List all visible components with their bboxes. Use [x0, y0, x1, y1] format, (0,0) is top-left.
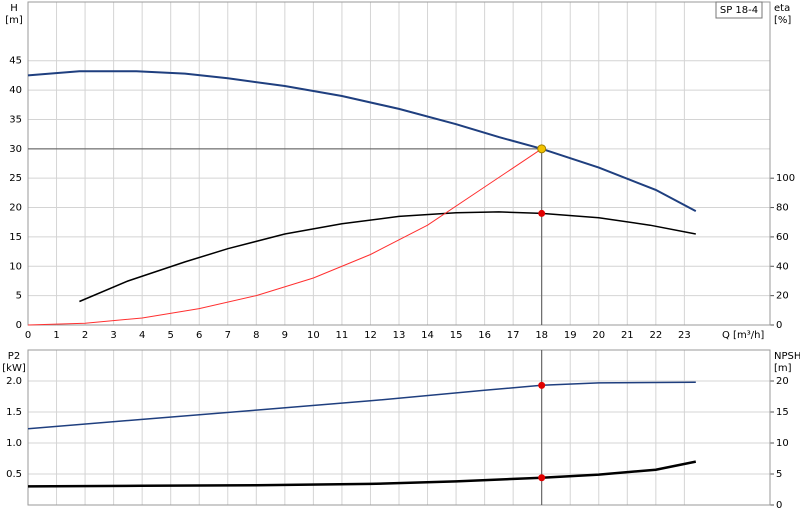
x-tick-label: 20: [592, 330, 605, 341]
y2-axis-unit: [m]: [774, 363, 792, 374]
x-tick-label: 10: [307, 330, 320, 341]
y-axis-label: P2: [8, 351, 20, 362]
plot-frame: [27, 1, 771, 326]
x-tick-label: 13: [393, 330, 406, 341]
operating-point: [538, 381, 546, 389]
x-tick-label: 6: [196, 330, 202, 341]
y2-tick-label: 40: [776, 261, 789, 272]
operating-point: [538, 209, 546, 217]
y-axis-label: H: [10, 3, 18, 14]
x-tick-label: 11: [336, 330, 349, 341]
operating-point: [538, 474, 546, 482]
curve: [79, 211, 696, 303]
x-tick-label: 17: [507, 330, 520, 341]
y2-axis-unit: [%]: [774, 15, 791, 26]
y-tick-label: 45: [9, 56, 22, 67]
x-tick-label: 9: [282, 330, 288, 341]
x-tick-label: 16: [478, 330, 491, 341]
x-tick-label: 22: [649, 330, 662, 341]
y-tick-label: 5: [16, 291, 22, 302]
y2-tick-label: 0: [776, 500, 782, 511]
y2-tick-label: 80: [776, 203, 789, 214]
y2-tick-label: 20: [776, 291, 789, 302]
curve: [27, 381, 696, 430]
x-tick-label: 12: [364, 330, 377, 341]
x-tick-label: 1: [53, 330, 59, 341]
y2-tick-label: 0: [776, 320, 782, 331]
duty-point: [537, 144, 547, 154]
y2-tick-label: 20: [776, 376, 789, 387]
y-tick-label: 0: [16, 320, 22, 331]
y-tick-label: 20: [9, 203, 22, 214]
x-tick-label: 3: [110, 330, 116, 341]
x-tick-label: 14: [421, 330, 434, 341]
curve: [27, 460, 697, 488]
y2-axis-label: eta: [774, 3, 790, 14]
y-tick-label: 15: [9, 232, 22, 243]
y-tick-label: 2.0: [6, 376, 22, 387]
y2-tick-label: 100: [776, 173, 795, 184]
y2-axis-label: NPSH: [774, 351, 800, 362]
y-tick-label: 25: [9, 173, 22, 184]
y-axis-unit: [m]: [5, 15, 23, 26]
y2-tick-label: 5: [776, 469, 782, 480]
x-tick-label: 23: [678, 330, 691, 341]
x-tick-label: 4: [139, 330, 145, 341]
y-axis-unit: [kW]: [2, 363, 26, 374]
y-tick-label: 10: [9, 261, 22, 272]
x-tick-label: 18: [535, 330, 548, 341]
x-tick-label: 19: [564, 330, 577, 341]
y2-tick-label: 10: [776, 438, 789, 449]
x-tick-label: 15: [450, 330, 463, 341]
y2-tick-label: 15: [776, 407, 789, 418]
x-tick-label: 2: [82, 330, 88, 341]
y-tick-label: 0.5: [6, 469, 22, 480]
chart-title: SP 18-4: [720, 5, 758, 16]
x-tick-label: 21: [621, 330, 634, 341]
x-tick-label: 8: [253, 330, 259, 341]
y-tick-label: 30: [9, 144, 22, 155]
y-tick-label: 1.0: [6, 438, 22, 449]
x-tick-label: 0: [25, 330, 31, 341]
x-tick-label: 7: [225, 330, 231, 341]
title-box: [715, 1, 763, 19]
x-axis-label: Q [m³/h]: [722, 330, 764, 341]
plot-frame: [27, 349, 771, 506]
y-tick-label: 40: [9, 85, 22, 96]
curve: [27, 148, 542, 326]
y-tick-label: 35: [9, 114, 22, 125]
y2-tick-label: 60: [776, 232, 789, 243]
x-tick-label: 5: [168, 330, 174, 341]
curve: [27, 70, 697, 212]
y-tick-label: 1.5: [6, 407, 22, 418]
